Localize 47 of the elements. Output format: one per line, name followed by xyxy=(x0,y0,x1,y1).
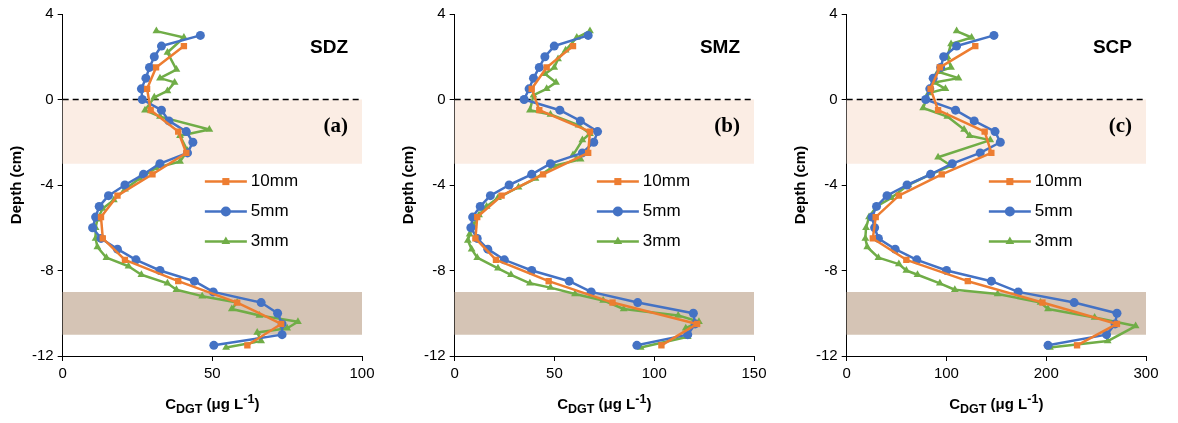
x-tick-label: 0 xyxy=(450,364,459,382)
y-tick-label: -12 xyxy=(31,346,54,364)
y-tick-label: 0 xyxy=(829,89,838,107)
x-tick-label: 150 xyxy=(741,364,767,382)
x-axis-title: C$_{DGT}$ (μg L$^{-1}$) xyxy=(556,392,653,416)
x-tick-label: 200 xyxy=(1033,364,1059,382)
x-axis-title: C$_{DGT}$ (μg L$^{-1}$) xyxy=(164,392,261,416)
x-tick-label: 50 xyxy=(204,364,221,382)
annotation: (b) xyxy=(714,113,740,138)
x-tick-label: 0 xyxy=(842,364,851,382)
legend-label: 5mm xyxy=(1034,201,1073,221)
y-tick-label: -4 xyxy=(432,175,446,193)
annotation: SCP xyxy=(1092,36,1133,58)
y-tick-label: -12 xyxy=(815,346,838,364)
y-tick-label: 4 xyxy=(45,4,54,22)
annotation: (a) xyxy=(323,113,348,138)
y-tick-label: 0 xyxy=(437,89,446,107)
y-tick-label: 0 xyxy=(45,89,54,107)
x-tick-label: 100 xyxy=(933,364,959,382)
y-tick-label: -8 xyxy=(824,260,838,278)
y-axis-title: Depth (cm) xyxy=(791,145,809,225)
y-tick-label: -8 xyxy=(40,260,54,278)
legend-label: 10mm xyxy=(642,171,691,191)
y-axis-title: Depth (cm) xyxy=(399,145,417,225)
y-tick-label: -4 xyxy=(40,175,54,193)
annotation: SMZ xyxy=(699,36,741,58)
legend-label: 3mm xyxy=(642,231,681,251)
annotation: SDZ xyxy=(310,36,349,58)
y-tick-label: -4 xyxy=(824,175,838,193)
x-tick-label: 0 xyxy=(58,364,67,382)
y-tick-label: 4 xyxy=(437,4,446,22)
x-tick-label: 100 xyxy=(349,364,375,382)
legend-label: 3mm xyxy=(1034,231,1073,251)
x-tick-label: 100 xyxy=(641,364,667,382)
legend-label: 5mm xyxy=(250,201,289,221)
legend-label: 5mm xyxy=(642,201,681,221)
legend-label: 3mm xyxy=(250,231,289,251)
y-tick-label: -12 xyxy=(423,346,446,364)
x-tick-label: 300 xyxy=(1133,364,1159,382)
legend-label: 10mm xyxy=(1034,171,1083,191)
x-tick-label: 50 xyxy=(546,364,563,382)
y-tick-label: 4 xyxy=(829,4,838,22)
annotation: (c) xyxy=(1108,113,1132,138)
y-axis-title: Depth (cm) xyxy=(7,145,25,225)
legend-label: 10mm xyxy=(250,171,299,191)
y-tick-label: -8 xyxy=(432,260,446,278)
x-axis-title: C$_{DGT}$ (μg L$^{-1}$) xyxy=(948,392,1045,416)
